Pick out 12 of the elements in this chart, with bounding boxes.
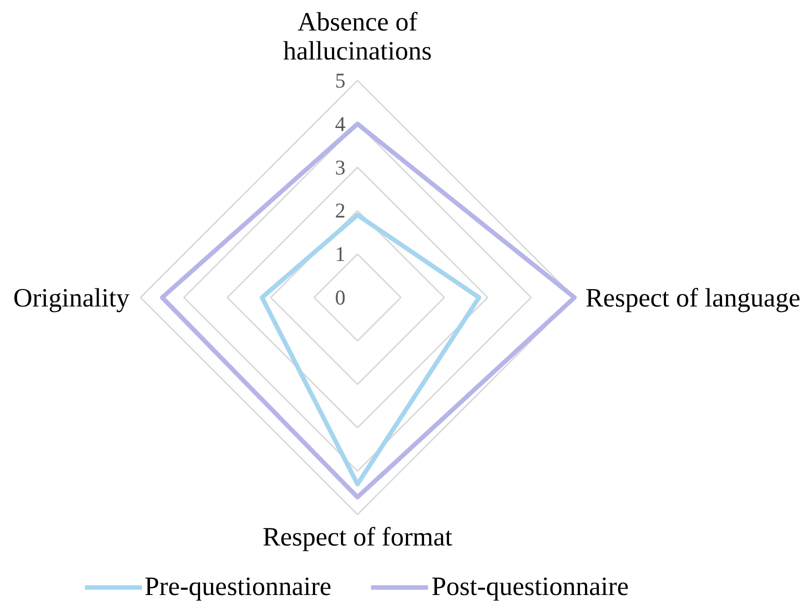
spoke-label: Originality	[13, 282, 130, 312]
legend-label: Pre-questionnaire	[144, 571, 332, 602]
y-tick-label: 3	[335, 155, 346, 180]
y-tick-label: 0	[335, 286, 346, 310]
spoke-label: Respect of format	[262, 522, 454, 552]
spoke-label: Absence of hallucinations	[283, 6, 432, 66]
y-tick-label: 5	[335, 68, 346, 92]
y-tick-label: 2	[335, 198, 346, 223]
spoke-label: Respect of language	[586, 282, 800, 312]
y-tick-label: 4	[335, 112, 346, 136]
y-tick-label: 1	[335, 242, 346, 266]
legend-label: Post-questionnaire	[431, 571, 629, 602]
